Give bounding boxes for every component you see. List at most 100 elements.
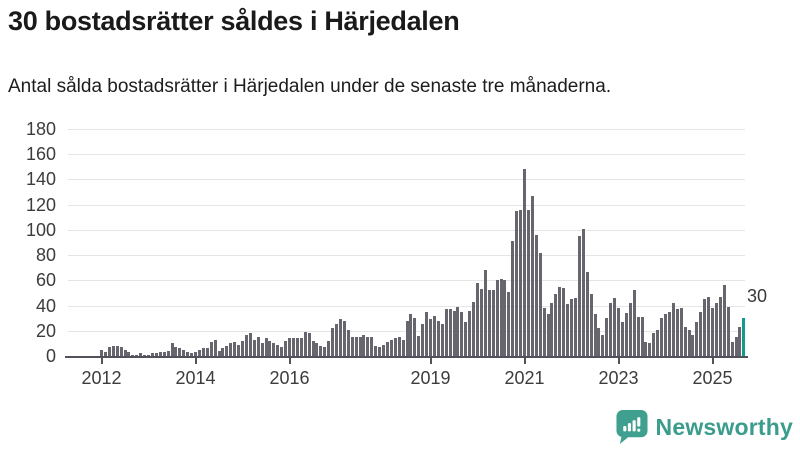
bar (241, 340, 244, 356)
y-tick-label: 180 (25, 119, 56, 139)
bar (217, 350, 221, 356)
bar (166, 350, 170, 356)
bar (472, 301, 476, 356)
chart-subtitle: Antal sålda bostadsrätter i Härjedalen u… (8, 76, 612, 97)
gridline (68, 280, 745, 282)
bar (233, 342, 237, 356)
bar (675, 309, 679, 356)
bar (244, 334, 248, 356)
gridline (68, 305, 745, 307)
bar (135, 354, 139, 356)
bar (605, 318, 609, 356)
bar (323, 347, 327, 356)
bar (691, 334, 695, 356)
bar (264, 338, 268, 356)
bar (515, 210, 519, 356)
bar (585, 271, 589, 356)
bar (295, 338, 299, 356)
bar (382, 344, 386, 356)
bar (225, 345, 229, 356)
bar (139, 353, 143, 356)
bar (519, 209, 523, 356)
bar (499, 279, 503, 356)
bar (597, 328, 601, 356)
bar (711, 308, 715, 356)
bar (648, 343, 652, 356)
bar (319, 345, 323, 356)
bar (679, 308, 683, 356)
bar (358, 337, 362, 356)
bar (229, 343, 233, 356)
y-tick-label: 100 (25, 219, 56, 240)
bar (703, 299, 707, 356)
bar (170, 343, 174, 356)
bar (558, 286, 562, 356)
bar (660, 318, 664, 356)
bar (632, 290, 636, 356)
bar (534, 234, 538, 356)
bar (194, 352, 197, 356)
bar (707, 296, 711, 356)
plot-area: 30 (65, 129, 767, 364)
bar (652, 333, 656, 356)
bar (526, 209, 530, 356)
bar (479, 289, 483, 356)
bar (452, 310, 456, 356)
bar (581, 228, 585, 356)
bar (252, 339, 256, 356)
bar (476, 282, 480, 356)
bar (417, 335, 421, 356)
bar (511, 241, 515, 356)
bar (468, 310, 472, 356)
bar (197, 349, 201, 356)
bar (570, 299, 574, 356)
bar (248, 333, 252, 356)
bar (221, 348, 225, 356)
bar (303, 332, 307, 356)
chart-title: 30 bostadsrätter såldes i Härjedalen (8, 6, 460, 36)
bar (256, 337, 260, 356)
bar (444, 309, 448, 356)
bar (385, 342, 389, 356)
bar (448, 309, 452, 356)
bar (393, 338, 397, 356)
bar (620, 321, 624, 356)
x-tick-label: 2019 (410, 368, 451, 388)
bar (566, 304, 570, 356)
bar (288, 338, 292, 356)
bar (440, 324, 444, 356)
newsworthy-bubble-chart-icon (615, 409, 648, 445)
bar (268, 340, 272, 356)
bar (613, 298, 617, 356)
bar (299, 338, 303, 356)
bar (158, 352, 162, 356)
bar (464, 321, 468, 356)
bar (738, 327, 742, 356)
x-axis-tick (288, 358, 291, 364)
bar (628, 303, 632, 356)
bar (460, 311, 464, 356)
gridline (68, 255, 745, 257)
bar (162, 352, 166, 356)
y-tick-label: 20 (35, 320, 56, 341)
bar (280, 347, 284, 356)
bar (182, 349, 186, 356)
bar (276, 344, 280, 356)
bar (425, 311, 429, 356)
x-tick-label: 2014 (175, 368, 216, 388)
bar (186, 352, 190, 356)
bar (401, 339, 405, 356)
x-tick-label: 2025 (692, 368, 733, 388)
bar (100, 349, 103, 356)
bar (487, 290, 491, 356)
bar (205, 348, 209, 356)
bar (601, 334, 605, 356)
x-tick-label: 2016 (269, 368, 310, 388)
bar (456, 306, 460, 356)
bar (483, 270, 487, 356)
bar (103, 352, 107, 356)
x-axis-tick (100, 358, 103, 364)
x-axis-tick (523, 358, 526, 364)
bar (593, 314, 597, 356)
bar (335, 324, 339, 356)
